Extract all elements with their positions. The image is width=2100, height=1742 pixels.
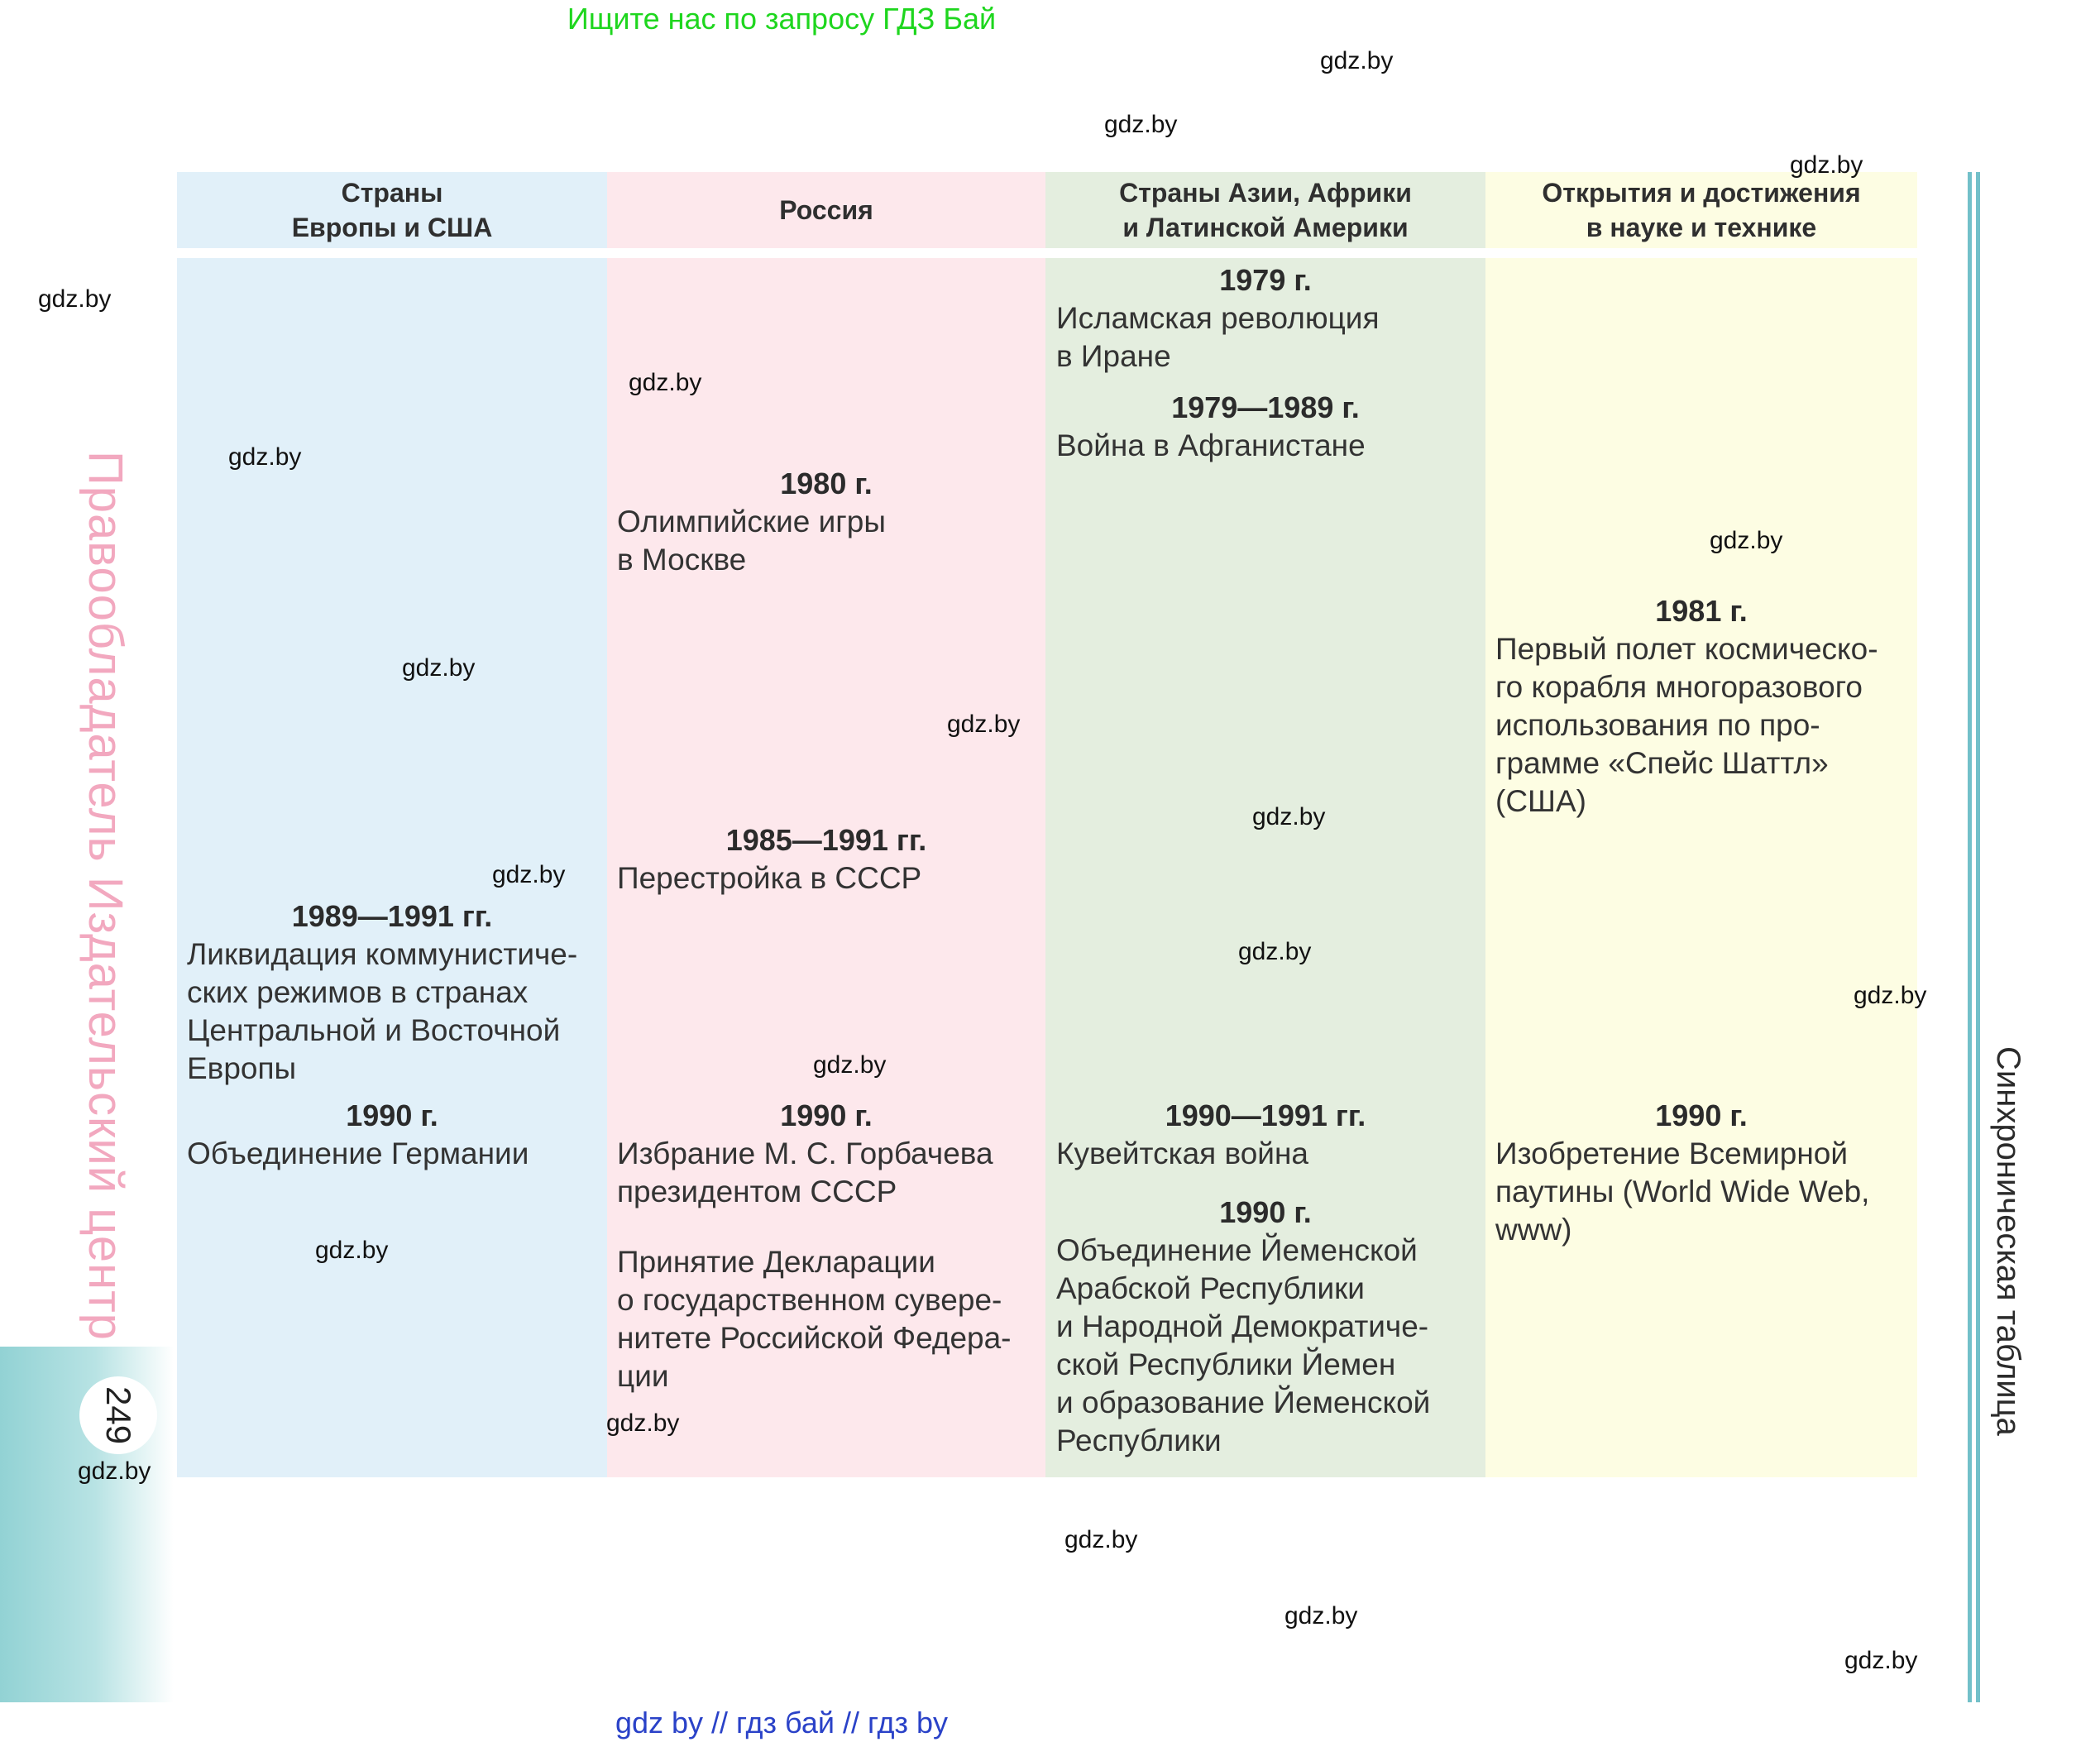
watermark: gdz.by bbox=[1284, 1602, 1358, 1630]
watermark: gdz.by bbox=[1238, 938, 1312, 965]
watermark: gdz.by bbox=[1064, 1526, 1138, 1553]
watermark: gdz.by bbox=[1252, 803, 1326, 830]
section-vertical-title: Синхроническая таблица bbox=[1990, 1046, 2026, 1436]
header-science-tech: Открытия и достижения в науке и технике bbox=[1542, 178, 1861, 242]
column-europe-usa bbox=[177, 172, 607, 1477]
event-text: Олимпийские игры в Москве bbox=[617, 505, 886, 577]
event-text: Изобретение Всемирной паутины (World Wid… bbox=[1495, 1137, 1870, 1247]
header-separator bbox=[177, 248, 1917, 258]
column-science-tech bbox=[1485, 172, 1917, 1477]
watermark: gdz.by bbox=[492, 861, 566, 888]
event-year: 1990 г. bbox=[346, 1098, 438, 1132]
event-text: Ликвидация коммунистиче- ских режимов в … bbox=[187, 937, 578, 1085]
watermark: gdz.by bbox=[1104, 111, 1178, 138]
header-russia: Россия bbox=[779, 195, 873, 225]
event-text: Война в Афганистане bbox=[1056, 428, 1366, 462]
column-russia bbox=[607, 172, 1045, 1477]
watermark: gdz.by bbox=[629, 369, 702, 396]
page-number: 249 bbox=[99, 1385, 138, 1445]
watermark: gdz.by bbox=[78, 1457, 151, 1485]
watermark: gdz.by bbox=[1844, 1647, 1918, 1674]
event-year: 1979 г. bbox=[1219, 263, 1312, 297]
watermark: gdz.by bbox=[606, 1409, 680, 1437]
event-year: 1985—1991 гг. bbox=[725, 823, 927, 857]
page-number-badge: 249 bbox=[79, 1376, 157, 1454]
event-text: Принятие Декларации о государственном су… bbox=[617, 1245, 1012, 1393]
promo-text: Ищите нас по запросу ГДЗ Бай bbox=[567, 2, 997, 36]
event-text: Объединение Германии bbox=[187, 1137, 529, 1170]
event-text: Перестройка в СССР bbox=[617, 861, 922, 895]
event-text: Избрание М. С. Горбачева президентом ССС… bbox=[617, 1137, 993, 1208]
event-year: 1979—1989 г. bbox=[1171, 390, 1360, 424]
event-year: 1990 г. bbox=[1219, 1195, 1312, 1229]
watermark: gdz.by bbox=[1790, 151, 1863, 179]
watermark: gdz.by bbox=[813, 1051, 887, 1079]
right-border-line bbox=[1968, 172, 1972, 1702]
event-year: 1981 г. bbox=[1655, 594, 1748, 628]
watermark: gdz.by bbox=[1320, 47, 1394, 74]
event-year: 1990 г. bbox=[780, 1098, 873, 1132]
right-border-line bbox=[1976, 172, 1980, 1702]
watermark: gdz.by bbox=[402, 654, 476, 682]
event-text: Объединение Йеменской Арабской Республик… bbox=[1056, 1233, 1431, 1457]
event-text: Исламская революция в Иране bbox=[1056, 301, 1380, 373]
event-year: 1990 г. bbox=[1655, 1098, 1748, 1132]
watermark: gdz.by bbox=[1854, 982, 1927, 1009]
event-year: 1989—1991 гг. bbox=[291, 899, 493, 933]
event-year: 1980 г. bbox=[780, 467, 873, 500]
event-text: Первый полет космическо- го корабля мног… bbox=[1495, 632, 1878, 818]
header-europe-usa: Страны Европы и США bbox=[291, 178, 493, 242]
header-asia-africa-latam: Страны Азии, Африки и Латинской Америки bbox=[1119, 178, 1412, 242]
watermark: gdz.by bbox=[1710, 527, 1783, 554]
event-text: Кувейтская война bbox=[1056, 1137, 1308, 1170]
publisher-vertical-text: Правообладатель Издательский центр БГУ bbox=[79, 451, 132, 1446]
event-year: 1990—1991 гг. bbox=[1165, 1098, 1366, 1132]
footer-links: gdz by // гдз бай // гдз by bbox=[615, 1706, 949, 1740]
column-asia-africa-latam bbox=[1045, 172, 1485, 1477]
watermark: gdz.by bbox=[947, 711, 1021, 738]
watermark: gdz.by bbox=[38, 285, 112, 313]
watermark: gdz.by bbox=[228, 443, 302, 471]
watermark: gdz.by bbox=[315, 1237, 389, 1264]
